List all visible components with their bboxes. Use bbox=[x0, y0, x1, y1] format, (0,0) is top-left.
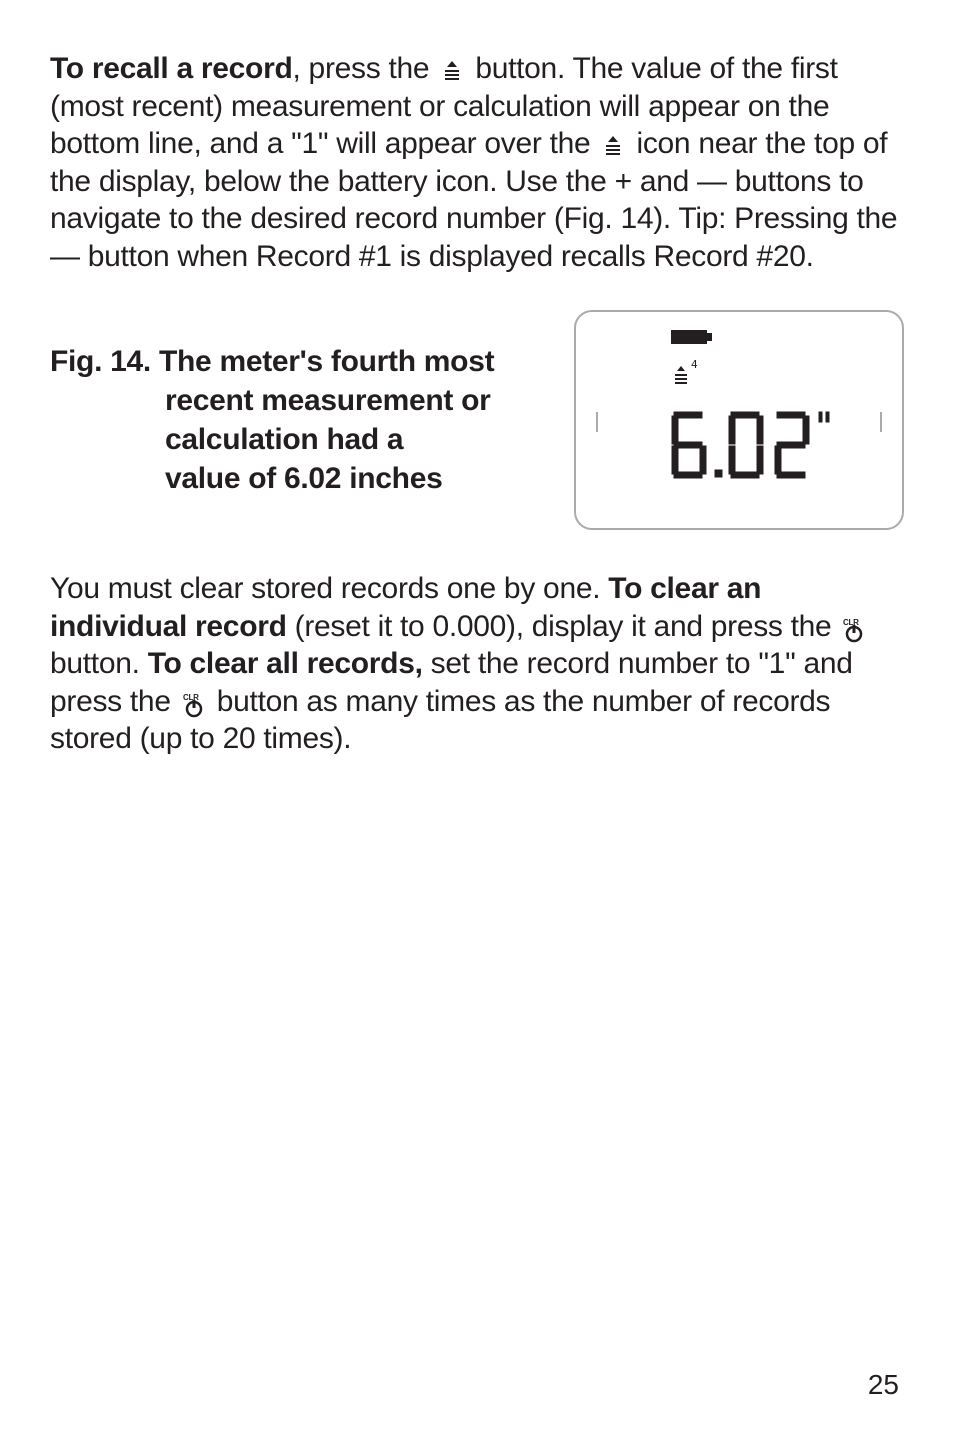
text-c1: You must clear stored records one by one… bbox=[50, 572, 608, 605]
fig-label: Fig. 14. bbox=[50, 345, 159, 378]
bold-c2: To clear all records, bbox=[148, 647, 423, 680]
tick-right bbox=[880, 412, 882, 432]
page-number: 25 bbox=[868, 1369, 899, 1401]
fig-line4: value of 6.02 inches bbox=[50, 459, 534, 498]
lead-text: To recall a record bbox=[50, 52, 292, 85]
stack-icon bbox=[439, 57, 465, 83]
lcd-display: 4 bbox=[574, 310, 904, 530]
figure-row: Fig. 14. The meter's fourth most recent … bbox=[50, 310, 904, 530]
stack-icon bbox=[600, 132, 626, 158]
clr-power-icon: CLR bbox=[841, 615, 867, 641]
paragraph-recall: To recall a record, press the button. Th… bbox=[50, 50, 904, 275]
fig-line1: The meter's fourth most bbox=[159, 345, 494, 378]
figure-caption: Fig. 14. The meter's fourth most recent … bbox=[50, 342, 534, 498]
record-stack-icon: 4 bbox=[671, 360, 699, 388]
battery-icon bbox=[671, 330, 707, 344]
lcd-value bbox=[667, 407, 877, 510]
fig-line3: calculation had a bbox=[50, 420, 534, 459]
text-c3: button. bbox=[50, 647, 148, 680]
svg-text:CLR: CLR bbox=[183, 693, 199, 702]
record-num-text: 4 bbox=[691, 360, 698, 371]
svg-text:CLR: CLR bbox=[843, 618, 859, 627]
fig-line2: recent measurement or bbox=[50, 381, 534, 420]
text-c2: (reset it to 0.000), display it and pres… bbox=[287, 610, 840, 643]
tick-left bbox=[596, 412, 598, 432]
paragraph-clear: You must clear stored records one by one… bbox=[50, 570, 904, 758]
text-1: , press the bbox=[292, 52, 437, 85]
clr-power-icon: CLR bbox=[181, 690, 207, 716]
